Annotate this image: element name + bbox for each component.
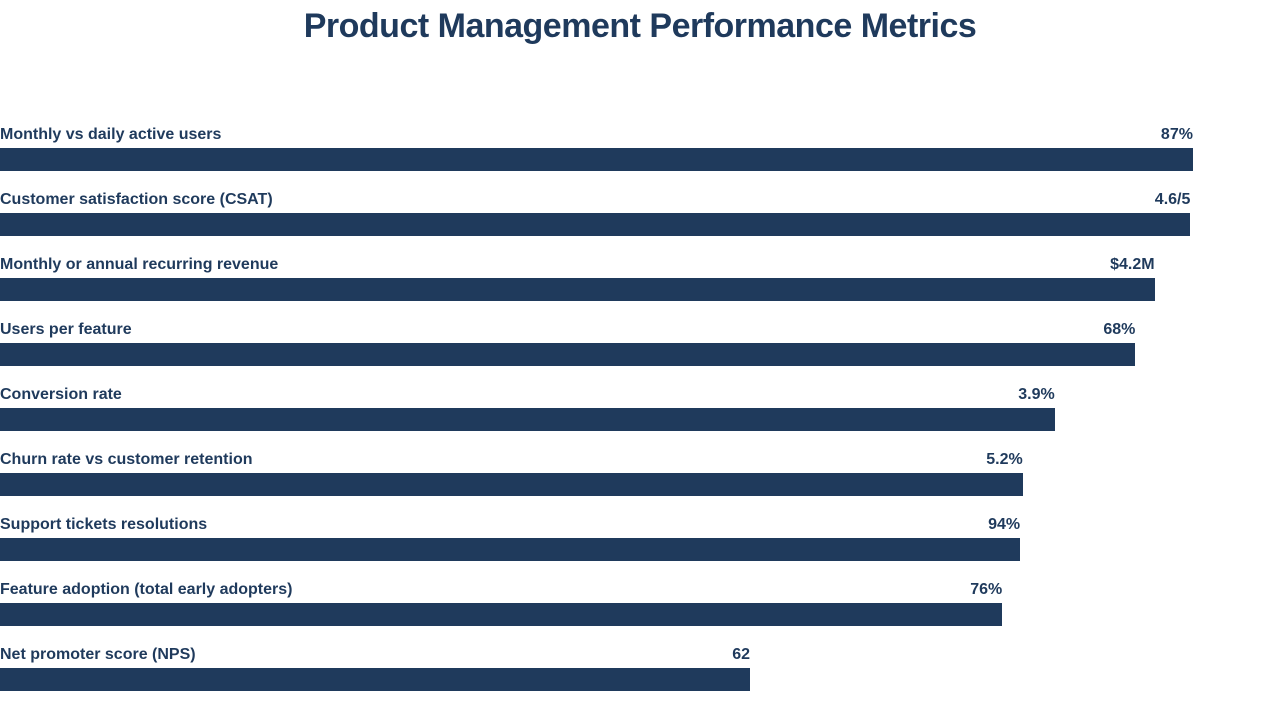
metric-header: Support tickets resolutions 94%: [0, 515, 1020, 535]
metric-label: Support tickets resolutions: [0, 516, 208, 533]
metric-row: Support tickets resolutions 94%: [0, 515, 1280, 561]
metric-header: Churn rate vs customer retention 5.2%: [0, 450, 1023, 470]
metric-label: Monthly vs daily active users: [0, 126, 222, 143]
metric-value: 76%: [970, 581, 1003, 598]
metric-row: Monthly or annual recurring revenue $4.2M: [0, 255, 1280, 301]
metric-bar: [0, 408, 1055, 431]
metric-row: Customer satisfaction score (CSAT) 4.6/5: [0, 190, 1280, 236]
metric-row: Conversion rate 3.9%: [0, 385, 1280, 431]
metric-bar: [0, 148, 1193, 171]
metric-label: Feature adoption (total early adopters): [0, 581, 293, 598]
metric-row: Churn rate vs customer retention 5.2%: [0, 450, 1280, 496]
metric-header: Monthly vs daily active users 87%: [0, 125, 1193, 145]
metric-label: Users per feature: [0, 321, 132, 338]
metric-bar: [0, 213, 1191, 236]
chart-title: Product Management Performance Metrics: [303, 7, 977, 45]
metric-label: Monthly or annual recurring revenue: [0, 256, 279, 273]
metric-value: 3.9%: [1018, 386, 1055, 403]
metric-bar: [0, 603, 1003, 626]
metric-label: Customer satisfaction score (CSAT): [0, 191, 273, 208]
metric-value: 87%: [1160, 126, 1193, 143]
metric-bar: [0, 668, 751, 691]
metric-row: Net promoter score (NPS) 62: [0, 645, 1280, 691]
metric-label: Conversion rate: [0, 386, 122, 403]
metric-value: $4.2M: [1110, 256, 1155, 273]
metric-value: 68%: [1103, 321, 1136, 338]
metric-header: Conversion rate 3.9%: [0, 385, 1055, 405]
metric-header: Net promoter score (NPS) 62: [0, 645, 750, 665]
metric-header: Users per feature 68%: [0, 320, 1135, 340]
metric-value: 5.2%: [986, 451, 1023, 468]
metric-row: Monthly vs daily active users 87%: [0, 125, 1280, 171]
metric-value: 94%: [988, 516, 1021, 533]
bars-area: Monthly vs daily active users 87% Customer…: [0, 125, 1280, 705]
metric-header: Monthly or annual recurring revenue $4.2M: [0, 255, 1155, 275]
metric-header: Feature adoption (total early adopters) 7…: [0, 580, 1002, 600]
metric-value: 4.6/5: [1154, 191, 1191, 208]
metric-bar: [0, 343, 1136, 366]
metric-bar: [0, 278, 1155, 301]
metric-header: Customer satisfaction score (CSAT) 4.6/5: [0, 190, 1190, 210]
metric-bar: [0, 538, 1021, 561]
metric-row: Users per feature 68%: [0, 320, 1280, 366]
metric-label: Net promoter score (NPS): [0, 646, 196, 663]
metric-label: Churn rate vs customer retention: [0, 451, 253, 468]
metric-bar: [0, 473, 1023, 496]
metric-row: Feature adoption (total early adopters) 7…: [0, 580, 1280, 626]
metric-value: 62: [732, 646, 751, 663]
